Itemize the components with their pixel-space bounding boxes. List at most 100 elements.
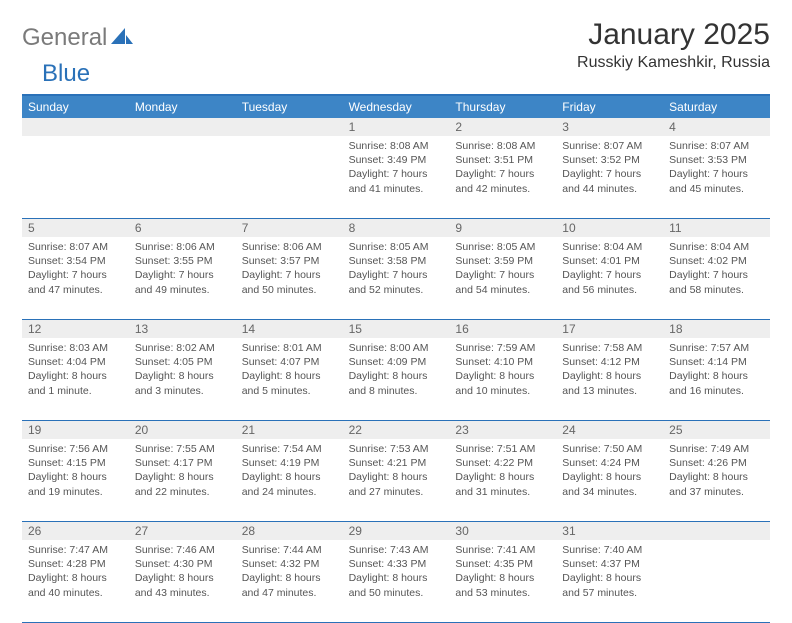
- week-row: Sunrise: 7:47 AMSunset: 4:28 PMDaylight:…: [22, 540, 770, 623]
- week-block: 19202122232425Sunrise: 7:56 AMSunset: 4:…: [22, 421, 770, 522]
- day-header: Wednesday: [343, 96, 450, 118]
- sunset-text: Sunset: 3:59 PM: [455, 254, 550, 268]
- day-number: 18: [663, 320, 770, 338]
- week-block: 1234Sunrise: 8:08 AMSunset: 3:49 PMDayli…: [22, 118, 770, 219]
- daylight-line2: and 24 minutes.: [242, 485, 337, 499]
- day-cell: Sunrise: 7:54 AMSunset: 4:19 PMDaylight:…: [236, 439, 343, 521]
- day-number: 19: [22, 421, 129, 439]
- daylight-line1: Daylight: 8 hours: [455, 369, 550, 383]
- sunset-text: Sunset: 4:14 PM: [669, 355, 764, 369]
- daylight-line2: and 58 minutes.: [669, 283, 764, 297]
- day-number: 6: [129, 219, 236, 237]
- daylight-line2: and 37 minutes.: [669, 485, 764, 499]
- sunrise-text: Sunrise: 7:53 AM: [349, 442, 444, 456]
- daylight-line1: Daylight: 8 hours: [349, 571, 444, 585]
- day-number: 21: [236, 421, 343, 439]
- daylight-line2: and 31 minutes.: [455, 485, 550, 499]
- sunrise-text: Sunrise: 7:56 AM: [28, 442, 123, 456]
- daylight-line2: and 57 minutes.: [562, 586, 657, 600]
- day-cell: Sunrise: 8:06 AMSunset: 3:55 PMDaylight:…: [129, 237, 236, 319]
- sunset-text: Sunset: 4:19 PM: [242, 456, 337, 470]
- sunrise-text: Sunrise: 8:08 AM: [349, 139, 444, 153]
- daylight-line2: and 49 minutes.: [135, 283, 230, 297]
- daylight-line1: Daylight: 7 hours: [135, 268, 230, 282]
- daylight-line1: Daylight: 8 hours: [135, 369, 230, 383]
- day-number: 5: [22, 219, 129, 237]
- day-cell: Sunrise: 7:50 AMSunset: 4:24 PMDaylight:…: [556, 439, 663, 521]
- day-number: [129, 118, 236, 136]
- daylight-line2: and 50 minutes.: [349, 586, 444, 600]
- daylight-line2: and 50 minutes.: [242, 283, 337, 297]
- sunrise-text: Sunrise: 7:59 AM: [455, 341, 550, 355]
- daylight-line1: Daylight: 7 hours: [562, 167, 657, 181]
- sunrise-text: Sunrise: 7:58 AM: [562, 341, 657, 355]
- week-block: 567891011Sunrise: 8:07 AMSunset: 3:54 PM…: [22, 219, 770, 320]
- logo-text-blue: Blue: [42, 60, 90, 88]
- sunset-text: Sunset: 4:12 PM: [562, 355, 657, 369]
- week-block: 12131415161718Sunrise: 8:03 AMSunset: 4:…: [22, 320, 770, 421]
- day-cell: Sunrise: 7:55 AMSunset: 4:17 PMDaylight:…: [129, 439, 236, 521]
- daylight-line1: Daylight: 8 hours: [242, 369, 337, 383]
- day-number: 4: [663, 118, 770, 136]
- day-number: 24: [556, 421, 663, 439]
- daylight-line2: and 13 minutes.: [562, 384, 657, 398]
- week-number-row: 262728293031: [22, 522, 770, 540]
- daylight-line1: Daylight: 8 hours: [455, 571, 550, 585]
- daylight-line2: and 41 minutes.: [349, 182, 444, 196]
- day-cell: Sunrise: 8:07 AMSunset: 3:52 PMDaylight:…: [556, 136, 663, 218]
- sunset-text: Sunset: 4:32 PM: [242, 557, 337, 571]
- day-number: [663, 522, 770, 540]
- day-number: 14: [236, 320, 343, 338]
- logo-sail-icon: [111, 26, 133, 51]
- daylight-line1: Daylight: 8 hours: [455, 470, 550, 484]
- day-cell: Sunrise: 8:03 AMSunset: 4:04 PMDaylight:…: [22, 338, 129, 420]
- sunset-text: Sunset: 4:33 PM: [349, 557, 444, 571]
- sunset-text: Sunset: 3:54 PM: [28, 254, 123, 268]
- daylight-line2: and 5 minutes.: [242, 384, 337, 398]
- daylight-line1: Daylight: 8 hours: [669, 369, 764, 383]
- day-cell: Sunrise: 7:47 AMSunset: 4:28 PMDaylight:…: [22, 540, 129, 622]
- sunrise-text: Sunrise: 8:07 AM: [562, 139, 657, 153]
- sunset-text: Sunset: 4:10 PM: [455, 355, 550, 369]
- daylight-line1: Daylight: 7 hours: [349, 268, 444, 282]
- day-cell: Sunrise: 8:07 AMSunset: 3:53 PMDaylight:…: [663, 136, 770, 218]
- sunrise-text: Sunrise: 7:44 AM: [242, 543, 337, 557]
- day-cell: Sunrise: 7:57 AMSunset: 4:14 PMDaylight:…: [663, 338, 770, 420]
- week-block: 262728293031Sunrise: 7:47 AMSunset: 4:28…: [22, 522, 770, 623]
- sunset-text: Sunset: 4:30 PM: [135, 557, 230, 571]
- daylight-line2: and 8 minutes.: [349, 384, 444, 398]
- daylight-line2: and 1 minute.: [28, 384, 123, 398]
- day-number: 27: [129, 522, 236, 540]
- daylight-line1: Daylight: 7 hours: [455, 268, 550, 282]
- week-row: Sunrise: 8:08 AMSunset: 3:49 PMDaylight:…: [22, 136, 770, 219]
- week-number-row: 567891011: [22, 219, 770, 237]
- daylight-line2: and 19 minutes.: [28, 485, 123, 499]
- sunset-text: Sunset: 4:24 PM: [562, 456, 657, 470]
- sunset-text: Sunset: 4:04 PM: [28, 355, 123, 369]
- day-number: 11: [663, 219, 770, 237]
- day-header: Friday: [556, 96, 663, 118]
- sunrise-text: Sunrise: 8:05 AM: [455, 240, 550, 254]
- sunset-text: Sunset: 4:22 PM: [455, 456, 550, 470]
- day-number: 9: [449, 219, 556, 237]
- daylight-line1: Daylight: 8 hours: [135, 470, 230, 484]
- daylight-line1: Daylight: 8 hours: [28, 470, 123, 484]
- day-cell: Sunrise: 8:05 AMSunset: 3:59 PMDaylight:…: [449, 237, 556, 319]
- day-number: 22: [343, 421, 450, 439]
- day-cell: Sunrise: 7:59 AMSunset: 4:10 PMDaylight:…: [449, 338, 556, 420]
- daylight-line1: Daylight: 8 hours: [349, 369, 444, 383]
- day-number: 23: [449, 421, 556, 439]
- sunset-text: Sunset: 3:57 PM: [242, 254, 337, 268]
- day-cell: Sunrise: 8:00 AMSunset: 4:09 PMDaylight:…: [343, 338, 450, 420]
- day-header: Monday: [129, 96, 236, 118]
- day-cell: Sunrise: 7:56 AMSunset: 4:15 PMDaylight:…: [22, 439, 129, 521]
- day-number: 26: [22, 522, 129, 540]
- sunrise-text: Sunrise: 8:06 AM: [135, 240, 230, 254]
- day-number: 17: [556, 320, 663, 338]
- sunrise-text: Sunrise: 7:54 AM: [242, 442, 337, 456]
- daylight-line2: and 34 minutes.: [562, 485, 657, 499]
- sunset-text: Sunset: 4:37 PM: [562, 557, 657, 571]
- day-cell: Sunrise: 7:51 AMSunset: 4:22 PMDaylight:…: [449, 439, 556, 521]
- day-number: 12: [22, 320, 129, 338]
- sunset-text: Sunset: 4:28 PM: [28, 557, 123, 571]
